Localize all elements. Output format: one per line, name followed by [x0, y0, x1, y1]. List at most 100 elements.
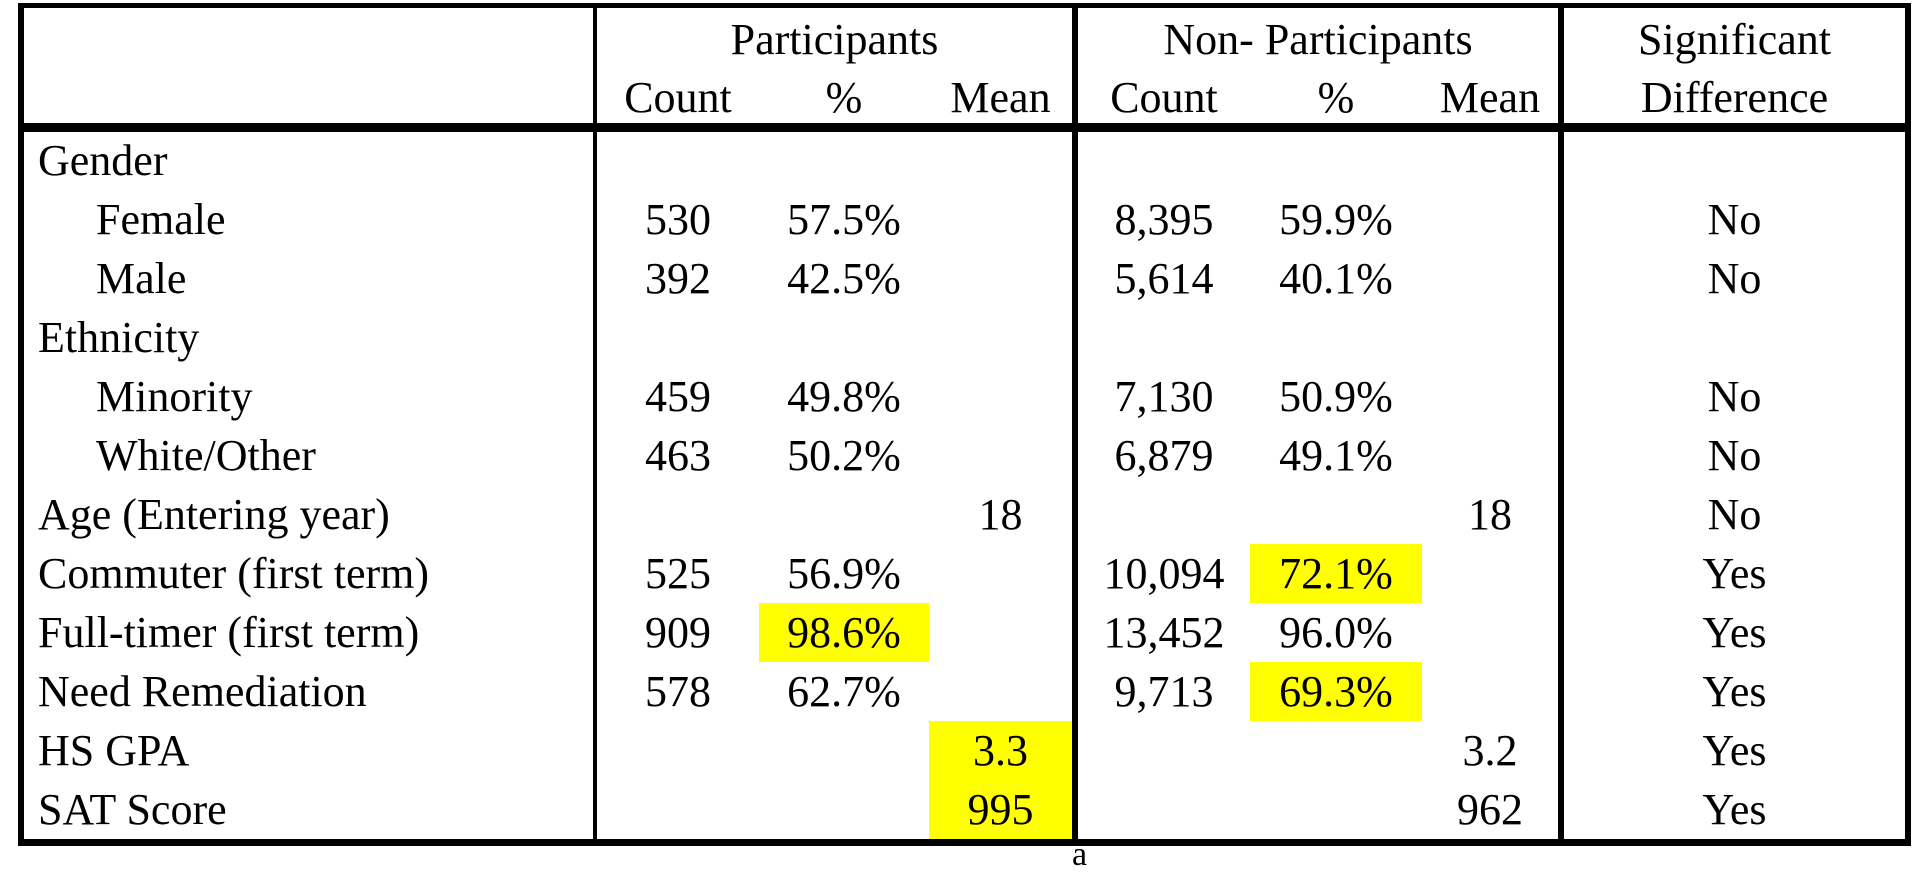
table-cell	[1564, 132, 1905, 191]
table-row: Ethnicity	[24, 308, 1905, 368]
table-row: Age (Entering year) 18 18 No	[24, 485, 1905, 545]
table-cell: 530	[645, 195, 711, 245]
table-cell: 96.0%	[1279, 607, 1393, 657]
table-cell	[1250, 309, 1422, 368]
table-cell	[1422, 249, 1564, 309]
clipped-footnote-marker: a	[1072, 836, 1088, 873]
table-cell: 10,094	[1103, 548, 1225, 598]
table-cell	[1422, 132, 1564, 191]
table-cell: 7,130	[1114, 372, 1214, 422]
table-cell	[929, 426, 1078, 486]
non-participants-count-header: Count	[1110, 72, 1218, 122]
non-participants-column-group: Non- Participants Count % Mean	[1078, 8, 1564, 123]
row-label: HS GPA	[24, 721, 597, 781]
table-cell: 909	[645, 607, 711, 657]
table-cell	[1078, 309, 1250, 368]
non-participants-mean-header: Mean	[1439, 72, 1541, 122]
table-cell	[597, 780, 759, 839]
table-cell: 578	[645, 666, 711, 716]
table-cell	[929, 603, 1078, 663]
table-row: HS GPA 3.3 3.2 Yes	[24, 721, 1905, 781]
comparison-table: Participants Count % Mean Non- Participa…	[18, 3, 1911, 846]
table-cell: 40.1%	[1279, 254, 1393, 304]
table-cell: 59.9%	[1279, 195, 1393, 245]
table-cell: Yes	[1702, 725, 1767, 775]
table-cell	[1564, 309, 1905, 368]
table-cell: Yes	[1702, 607, 1767, 657]
table-cell: 8,395	[1114, 195, 1214, 245]
table-cell: 42.5%	[787, 254, 901, 304]
table-cell	[597, 721, 759, 780]
table-cell: 525	[645, 548, 711, 598]
table-cell: 463	[645, 431, 711, 481]
table-cell	[597, 309, 759, 368]
row-label: Minority	[24, 367, 597, 427]
table-cell: No	[1707, 372, 1762, 422]
table-cell	[929, 308, 1078, 368]
table-cell: No	[1707, 489, 1762, 539]
participants-column-group: Participants Count % Mean	[597, 8, 1078, 123]
non-participants-subheaders: Count % Mean	[1078, 72, 1558, 123]
table-header: Participants Count % Mean Non- Participa…	[24, 8, 1905, 132]
table-cell	[1422, 662, 1564, 722]
table-cell: No	[1707, 431, 1762, 481]
table-cell	[1078, 780, 1250, 839]
table-cell	[1422, 603, 1564, 663]
table-cell	[1078, 721, 1250, 780]
table-cell: 50.2%	[787, 431, 901, 481]
table-cell: Yes	[1702, 784, 1767, 834]
row-label: SAT Score	[24, 780, 597, 840]
participants-pct-header: %	[825, 72, 863, 122]
table-cell	[759, 780, 929, 839]
non-participants-pct-header: %	[1317, 72, 1355, 122]
table-cell	[1422, 367, 1564, 427]
row-label: Ethnicity	[24, 308, 597, 368]
participants-subheaders: Count % Mean	[597, 72, 1072, 123]
table-cell: 49.8%	[787, 372, 901, 422]
page: { "colors": { "highlight": "#FFFF00", "b…	[18, 3, 1911, 872]
table-cell: No	[1707, 254, 1762, 304]
significant-header-line2: Difference	[1640, 72, 1829, 122]
table-cell	[759, 721, 929, 780]
table-cell: 459	[645, 372, 711, 422]
row-label: White/Other	[24, 426, 597, 486]
non-participants-group-header: Non- Participants	[1163, 15, 1473, 64]
table-row: Commuter (first term) 525 56.9% 10,094 7…	[24, 544, 1905, 604]
table-row: Need Remediation 578 62.7% 9,713 69.3% Y…	[24, 662, 1905, 722]
table-cell: 49.1%	[1279, 431, 1393, 481]
table-cell	[1422, 190, 1564, 250]
participants-group-header: Participants	[730, 15, 939, 64]
table-cell	[929, 544, 1078, 604]
table-cell: 962	[1422, 780, 1564, 840]
table-cell: Yes	[1702, 666, 1767, 716]
table-cell	[929, 367, 1078, 427]
table-cell	[1078, 132, 1250, 191]
highlighted-cell: 995	[929, 780, 1078, 840]
participants-mean-header: Mean	[950, 72, 1051, 122]
table-row: Gender	[24, 132, 1905, 191]
table-cell	[1250, 486, 1422, 545]
significant-difference-column-header: Significant Difference	[1564, 8, 1905, 123]
table-cell	[1078, 486, 1250, 545]
table-row: SAT Score 995 962 Yes	[24, 780, 1905, 840]
table-cell: Yes	[1702, 548, 1767, 598]
participants-count-header: Count	[624, 72, 732, 122]
table-cell	[1250, 721, 1422, 780]
table-cell: 3.2	[1422, 721, 1564, 781]
row-label: Male	[24, 249, 597, 309]
table-cell	[759, 309, 929, 368]
header-corner-cell	[24, 8, 597, 123]
table-cell: 56.9%	[787, 548, 901, 598]
row-label: Commuter (first term)	[24, 544, 597, 604]
significant-header-line1: Significant	[1637, 15, 1832, 64]
table-row: White/Other 463 50.2% 6,879 49.1% No	[24, 426, 1905, 486]
table-cell: 57.5%	[787, 195, 901, 245]
table-cell	[1250, 132, 1422, 191]
table-row: Full-timer (first term) 909 98.6% 13,452…	[24, 603, 1905, 663]
table-row: Minority 459 49.8% 7,130 50.9% No	[24, 367, 1905, 427]
table-cell: 392	[645, 254, 711, 304]
table-row: Female 530 57.5% 8,395 59.9% No	[24, 190, 1905, 250]
table-cell	[597, 486, 759, 545]
table-cell	[929, 132, 1078, 191]
table-cell	[597, 132, 759, 191]
